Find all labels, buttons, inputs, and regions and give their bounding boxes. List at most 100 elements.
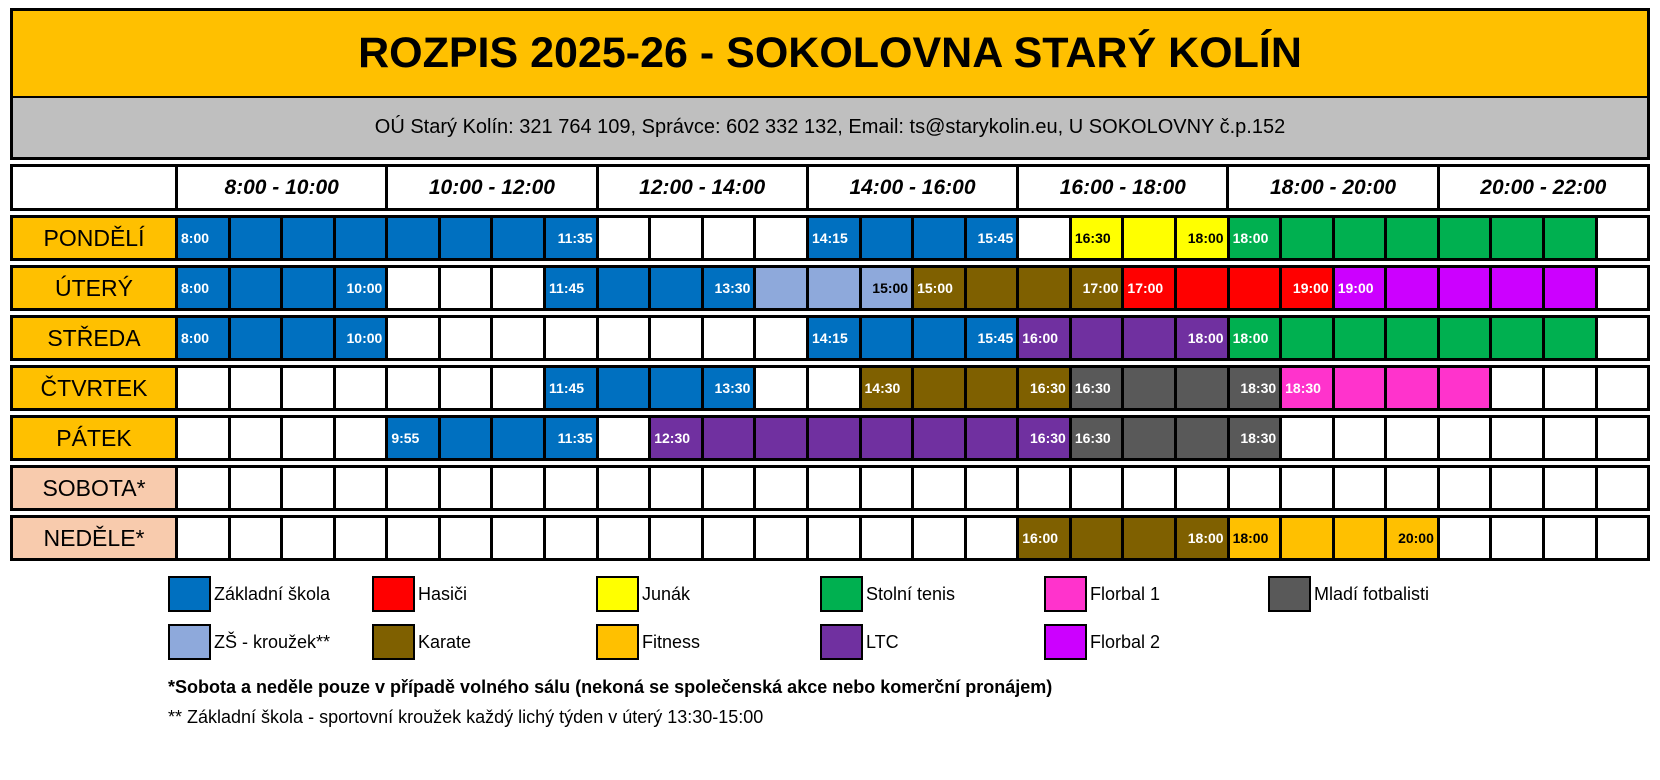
slot-end-time: 15:45 [977, 230, 1014, 246]
slot-fl2 [1384, 268, 1437, 308]
day-row-streda: STŘEDA 8:00 10:00 14:15 15:45 16:00 18:00 18:00 [10, 315, 1650, 361]
slot-zs: 11:45 [543, 268, 596, 308]
slot-zs [911, 218, 964, 258]
slot-zs: 15:45 [963, 218, 1017, 258]
slot-kar [963, 268, 1017, 308]
time-block-header: 10:00 - 12:00 [385, 167, 595, 208]
slot-zs [595, 268, 649, 308]
slot-zsk [753, 268, 806, 308]
slot-fl1: 18:30 [1279, 368, 1332, 408]
slot-ltc [753, 418, 806, 458]
slot-kar [1121, 518, 1174, 558]
time-block-header: 12:00 - 14:00 [595, 167, 806, 208]
day-label-utery: ÚTERÝ [13, 268, 175, 308]
slot-ste: 18:00 [1226, 218, 1280, 258]
slot-start-time: 16:00 [1022, 530, 1059, 546]
title-block: ROZPIS 2025-26 - SOKOLOVNA STARÝ KOLÍN O… [10, 8, 1650, 160]
free-slot [1279, 468, 1332, 508]
slot-kar [963, 368, 1017, 408]
day-label-nedele: NEDĚLE* [13, 518, 175, 558]
slot-start-time: 8:00 [181, 230, 210, 246]
day-label-streda: STŘEDA [13, 318, 175, 358]
free-slot [648, 218, 701, 258]
slot-end-time: 16:30 [1030, 380, 1066, 396]
free-slot [490, 368, 544, 408]
free-slot [280, 468, 333, 508]
slot-start-time: 14:30 [864, 380, 901, 396]
slot-zs [385, 218, 438, 258]
slot-ltc [858, 418, 912, 458]
free-slot [700, 218, 754, 258]
free-slot [1173, 468, 1227, 508]
slot-ltc [1121, 318, 1174, 358]
time-block-header: 14:00 - 16:00 [805, 167, 1016, 208]
free-slot [437, 368, 491, 408]
legend-label: Karate [418, 631, 472, 652]
slot-ste [1279, 218, 1332, 258]
free-slot [753, 518, 806, 558]
schedule-rows: PONDĚLÍ 8:00 11:35 14:15 15:45 16:30 18:00 18:0… [10, 215, 1650, 561]
slot-fl2 [1436, 268, 1490, 308]
day-row-utery: ÚTERÝ 8:00 10:00 11:45 13:30 15:00 15:00 17:00 1… [10, 265, 1650, 311]
free-slot [1594, 418, 1648, 458]
slot-zs: 10:00 [332, 318, 386, 358]
legend-item-fl1: Florbal 1 [1044, 575, 1268, 613]
slot-kar [1016, 268, 1069, 308]
slot-end-time: 10:00 [346, 330, 383, 346]
slot-zs [280, 268, 333, 308]
slot-zs [911, 318, 964, 358]
legend-swatch-has [372, 576, 415, 612]
slot-start-time: 12:30 [654, 430, 691, 446]
slot-ltc [911, 418, 964, 458]
free-slot [963, 468, 1017, 508]
slot-mlf [1121, 418, 1174, 458]
slot-zs: 8:00 [175, 318, 228, 358]
free-slot [280, 368, 333, 408]
free-slot [1016, 468, 1069, 508]
free-slot [490, 268, 544, 308]
slot-end-time: 15:45 [977, 330, 1014, 346]
slot-mlf [1173, 418, 1227, 458]
slot-jun [1121, 218, 1174, 258]
legend-label: Junák [642, 583, 691, 604]
slot-zs [437, 418, 491, 458]
free-slot [1489, 468, 1543, 508]
free-slot [858, 468, 912, 508]
day-label-patek: PÁTEK [13, 418, 175, 458]
slot-end-time: 15:00 [872, 280, 909, 296]
slot-zs [858, 318, 912, 358]
legend-swatch-jun [596, 576, 639, 612]
slot-ltc: 18:00 [1173, 318, 1227, 358]
free-slot [280, 518, 333, 558]
legend-swatch-fl1 [1044, 576, 1087, 612]
free-slot [595, 468, 649, 508]
free-slot [175, 418, 228, 458]
legend-row: Základní škola Hasiči Junák Stolní tenis Flo… [168, 575, 1650, 613]
slot-fit [1279, 518, 1332, 558]
slot-zs: 11:35 [543, 218, 596, 258]
footnote-weekend: *Sobota a neděle pouze v případě volného… [168, 677, 1053, 697]
slot-mlf: 16:30 [1068, 368, 1122, 408]
free-slot [595, 518, 649, 558]
legend-row: ZŠ - kroužek** Karate Fitness LTC Florbal 2 [168, 623, 1650, 661]
free-slot [1384, 418, 1437, 458]
legend-item-fl2: Florbal 2 [1044, 623, 1268, 661]
slot-end-time: 20:00 [1398, 530, 1434, 546]
slot-ste [1489, 218, 1543, 258]
slot-ste [1331, 218, 1385, 258]
free-slot [543, 518, 596, 558]
free-slot [227, 418, 281, 458]
legend: Základní škola Hasiči Junák Stolní tenis Flo… [168, 575, 1650, 661]
free-slot [805, 468, 859, 508]
free-slot [437, 468, 491, 508]
slot-fl2 [1489, 268, 1543, 308]
free-slot [1489, 368, 1543, 408]
free-slot [1594, 518, 1648, 558]
slot-start-time: 16:30 [1074, 430, 1111, 446]
slot-mlf: 18:30 [1226, 368, 1280, 408]
free-slot [385, 368, 438, 408]
slot-start-time: 19:00 [1337, 280, 1374, 296]
slot-fit: 20:00 [1384, 518, 1437, 558]
slot-end-time: 19:00 [1292, 280, 1329, 296]
free-slot [437, 318, 491, 358]
